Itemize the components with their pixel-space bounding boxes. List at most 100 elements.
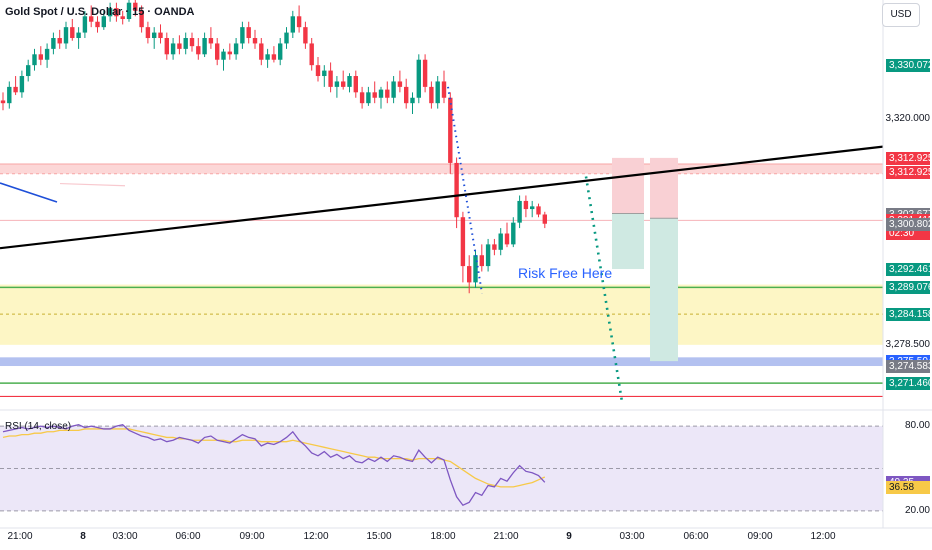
candle-body bbox=[435, 81, 440, 104]
price-tag: 3,284.158 bbox=[886, 308, 932, 322]
candle-body bbox=[504, 233, 510, 245]
candle-body bbox=[309, 43, 314, 66]
blue-dotted-path bbox=[447, 86, 483, 294]
time-tick-label: 06:00 bbox=[175, 531, 201, 542]
candle-body bbox=[32, 54, 37, 66]
candle-body bbox=[170, 43, 176, 55]
candle-body bbox=[334, 81, 340, 87]
candle-body bbox=[76, 32, 81, 39]
candle-body bbox=[523, 200, 529, 210]
candle-body bbox=[341, 81, 346, 87]
candle-body bbox=[542, 214, 547, 224]
price-tick-label: 3,320.000 bbox=[885, 113, 931, 125]
candle-body bbox=[126, 2, 132, 20]
candle-body bbox=[328, 70, 333, 87]
time-tick-label: 15:00 bbox=[366, 531, 392, 542]
time-tick-label: 03:00 bbox=[619, 531, 645, 542]
candle-body bbox=[473, 255, 478, 283]
candle-body bbox=[189, 38, 195, 47]
candle-body bbox=[517, 200, 522, 223]
candle-body bbox=[107, 8, 113, 17]
price-tag-countdown: 02:30 bbox=[889, 228, 915, 240]
candle-body bbox=[221, 51, 226, 60]
candle-body bbox=[13, 86, 18, 93]
rsi-tag: 36.58 bbox=[886, 481, 930, 495]
candle-body bbox=[82, 16, 88, 33]
candle-body bbox=[378, 89, 384, 98]
drawings-layer bbox=[0, 86, 884, 403]
time-tick-label: 21:00 bbox=[493, 531, 519, 542]
candle-body bbox=[410, 97, 415, 104]
currency-button[interactable]: USD bbox=[882, 3, 920, 27]
candle-body bbox=[89, 16, 94, 22]
risk-free-annotation[interactable]: Risk Free Here bbox=[518, 265, 613, 281]
trendline bbox=[0, 145, 884, 250]
rsi-tick-label: 20.00 bbox=[904, 504, 930, 516]
candle-body bbox=[265, 54, 270, 60]
time-tick-label: 9 bbox=[566, 531, 572, 542]
candle-body bbox=[183, 38, 188, 49]
candle-body bbox=[359, 92, 365, 104]
price-tag: 3,274.583 bbox=[886, 360, 932, 374]
candle-body bbox=[133, 2, 138, 11]
price-tag: 3,292.461 bbox=[886, 263, 932, 277]
time-tick-label: 03:00 bbox=[112, 531, 138, 542]
rsi-line bbox=[2, 424, 546, 507]
candle-body bbox=[70, 27, 75, 39]
candle-body bbox=[511, 222, 516, 245]
candle-body bbox=[145, 27, 151, 39]
candle-body bbox=[26, 65, 31, 77]
time-tick-label: 09:00 bbox=[747, 531, 773, 542]
candle-body bbox=[38, 54, 43, 60]
candle-body bbox=[448, 97, 453, 163]
candle-body bbox=[536, 206, 541, 215]
time-tick-label: 12:00 bbox=[303, 531, 329, 542]
candle-body bbox=[101, 16, 106, 28]
candle-body bbox=[498, 233, 503, 250]
candle-body bbox=[0, 100, 6, 104]
candle-body bbox=[284, 32, 289, 44]
candle-body bbox=[397, 81, 403, 87]
candle-body bbox=[278, 43, 283, 60]
candle-body bbox=[366, 92, 371, 104]
candle-body bbox=[240, 27, 245, 44]
candle-body bbox=[372, 92, 377, 98]
candle-body bbox=[246, 27, 251, 39]
candle-body bbox=[19, 76, 25, 93]
candle-body bbox=[492, 244, 497, 250]
price-tag: 3,312.925 bbox=[886, 165, 932, 179]
risk-box-2 bbox=[650, 157, 678, 219]
rsi-label[interactable]: RSI (14, close) bbox=[5, 421, 72, 432]
blue-zone bbox=[0, 357, 883, 367]
candle-body bbox=[177, 43, 182, 49]
candle-body bbox=[353, 76, 358, 93]
candle-body bbox=[422, 59, 428, 87]
rsi-ma-line bbox=[2, 428, 546, 488]
symbol-title[interactable]: Gold Spot / U.S. Dollar · 15 · OANDA bbox=[5, 6, 195, 18]
candle-body bbox=[322, 70, 327, 77]
time-tick-label: 21:00 bbox=[7, 531, 33, 542]
candle-body bbox=[139, 10, 144, 28]
price-tag: 3,300.802 bbox=[886, 217, 932, 231]
candle-body bbox=[158, 32, 163, 39]
candle-body bbox=[347, 76, 352, 87]
candle-body bbox=[63, 27, 69, 44]
risk-box-1 bbox=[612, 157, 644, 214]
candle-body bbox=[479, 255, 484, 267]
pink-ray bbox=[59, 182, 126, 187]
candles-layer bbox=[0, 0, 547, 294]
candle-body bbox=[233, 43, 239, 55]
candle-body bbox=[208, 38, 214, 44]
candle-body bbox=[252, 38, 258, 44]
candle-body bbox=[485, 244, 491, 267]
candle-body bbox=[215, 43, 220, 60]
candle-body bbox=[315, 65, 321, 77]
candle-body bbox=[7, 86, 12, 104]
demand-zone bbox=[0, 284, 883, 345]
axes-layer bbox=[0, 0, 932, 529]
candle-body bbox=[530, 206, 535, 210]
reward-box-2 bbox=[650, 218, 678, 362]
price-tag: 3,289.076 bbox=[886, 281, 932, 295]
time-tick-label: 8 bbox=[80, 531, 86, 542]
